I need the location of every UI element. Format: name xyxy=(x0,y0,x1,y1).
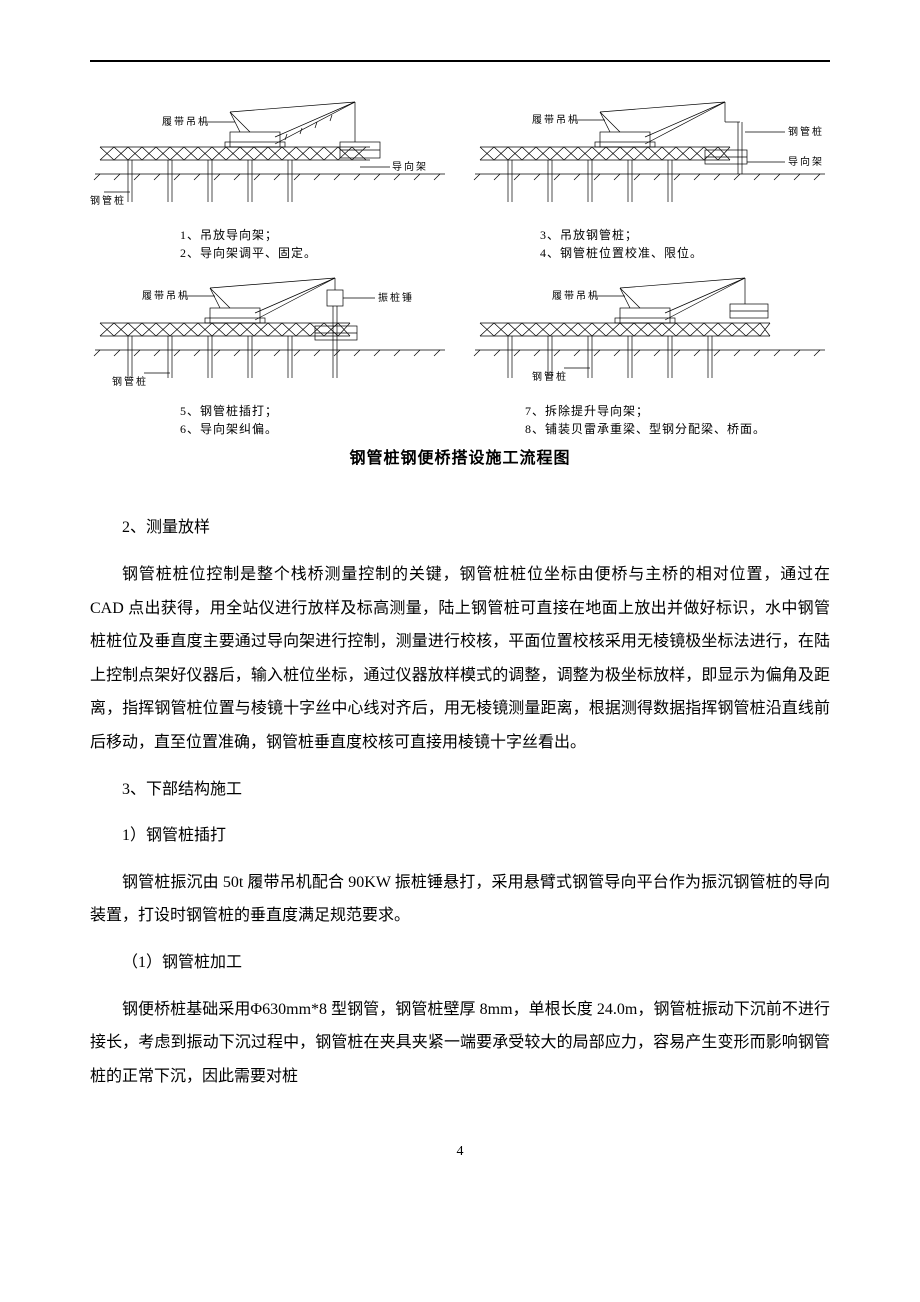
panel-4-svg: 履带吊机 钢管桩 xyxy=(470,268,830,398)
caption-panel-3: 5、钢管桩插打； 6、导向架纠偏。 xyxy=(90,402,485,438)
crane-label: 履带吊机 xyxy=(552,289,600,302)
paragraph: 钢管桩振沉由 50t 履带吊机配合 90KW 振桩锤悬打，采用悬臂式钢管导向平台… xyxy=(90,866,830,933)
caption-panel-2: 3、吊放钢管桩； 4、钢管桩位置校准、限位。 xyxy=(490,226,830,262)
heading-3-1-1: （1）钢管桩加工 xyxy=(90,947,830,979)
caption-line: 5、钢管桩插打； xyxy=(180,402,485,420)
paragraph: 钢管桩桩位控制是整个栈桥测量控制的关键，钢管桩桩位坐标由便桥与主桥的相对位置，通… xyxy=(90,558,830,760)
caption-line: 6、导向架纠偏。 xyxy=(180,420,485,438)
caption-panel-1: 1、吊放导向架； 2、导向架调平、固定。 xyxy=(90,226,470,262)
heading-3-1: 1）钢管桩插打 xyxy=(90,820,830,852)
caption-line: 2、导向架调平、固定。 xyxy=(180,244,470,262)
diagram-row-1: 履带吊机 导向架 钢管桩 xyxy=(90,92,830,222)
diagram-panel-4: 履带吊机 钢管桩 xyxy=(470,268,830,398)
panel-3-svg: 履带吊机 振桩锤 钢管桩 xyxy=(90,268,450,398)
crane-label: 履带吊机 xyxy=(162,115,210,128)
caption-line: 3、吊放钢管桩； xyxy=(540,226,830,244)
crane-label: 履带吊机 xyxy=(532,113,580,126)
diagram-panel-1: 履带吊机 导向架 钢管桩 xyxy=(90,92,450,222)
pile-label: 钢管桩 xyxy=(112,375,148,388)
crane-label: 履带吊机 xyxy=(142,289,190,302)
diagram-row-2: 履带吊机 振桩锤 钢管桩 xyxy=(90,268,830,398)
caption-line: 1、吊放导向架； xyxy=(180,226,470,244)
page-number: 4 xyxy=(90,1144,830,1160)
process-diagram: 履带吊机 导向架 钢管桩 xyxy=(90,92,830,468)
diagram-title: 钢管桩钢便桥搭设施工流程图 xyxy=(90,444,830,468)
caption-line: 7、拆除提升导向架； xyxy=(525,402,830,420)
caption-row-2: 5、钢管桩插打； 6、导向架纠偏。 7、拆除提升导向架； 8、铺装贝雷承重梁、型… xyxy=(90,402,830,438)
top-rule xyxy=(90,60,830,62)
hammer-label: 振桩锤 xyxy=(378,291,414,304)
diagram-panel-3: 履带吊机 振桩锤 钢管桩 xyxy=(90,268,450,398)
diagram-panel-2: 履带吊机 钢管桩 导向架 xyxy=(470,92,830,222)
panel-1-svg: 履带吊机 导向架 钢管桩 xyxy=(90,92,450,222)
right-pile-label: 钢管桩 xyxy=(788,125,824,138)
guide-label: 导向架 xyxy=(788,155,824,168)
heading-3: 3、下部结构施工 xyxy=(90,774,830,806)
panel-2-svg: 履带吊机 钢管桩 导向架 xyxy=(470,92,830,222)
caption-line: 8、铺装贝雷承重梁、型钢分配梁、桥面。 xyxy=(525,420,830,438)
caption-row-1: 1、吊放导向架； 2、导向架调平、固定。 3、吊放钢管桩； 4、钢管桩位置校准、… xyxy=(90,226,830,262)
pile-label: 钢管桩 xyxy=(532,370,568,383)
caption-line: 4、钢管桩位置校准、限位。 xyxy=(540,244,830,262)
caption-panel-4: 7、拆除提升导向架； 8、铺装贝雷承重梁、型钢分配梁、桥面。 xyxy=(505,402,830,438)
paragraph: 钢便桥桩基础采用Φ630mm*8 型钢管，钢管桩壁厚 8mm，单根长度 24.0… xyxy=(90,993,830,1094)
heading-2: 2、测量放样 xyxy=(90,512,830,544)
guide-label: 导向架 xyxy=(392,160,428,173)
pile-label: 钢管桩 xyxy=(90,194,126,207)
